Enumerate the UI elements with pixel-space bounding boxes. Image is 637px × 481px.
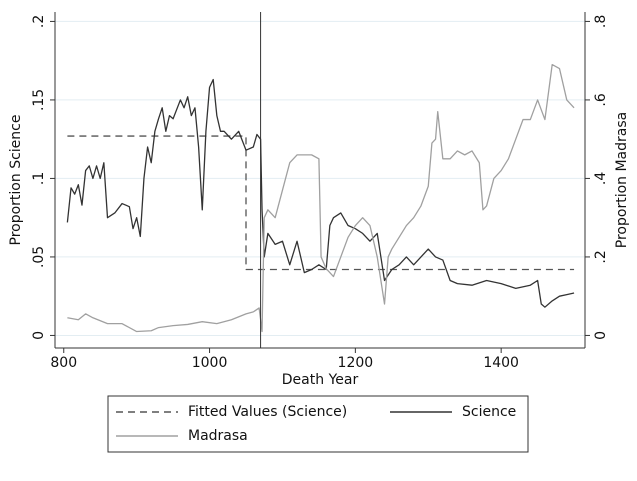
series-line: [66, 78, 575, 308]
y-tick-label: 0: [31, 331, 47, 340]
x-axis-label: Death Year: [282, 372, 359, 388]
y-tick-label: .1: [31, 172, 47, 185]
x-tick-label: 1400: [483, 355, 519, 371]
y2-tick-label: 0: [593, 331, 609, 340]
legend-box: [107, 395, 529, 453]
y2-tick-label: .2: [593, 250, 609, 263]
legend-label: Fitted Values (Science): [188, 404, 347, 420]
x-tick-label: 800: [50, 355, 77, 371]
legend-label: Madrasa: [188, 428, 248, 444]
y-axis-label: Proportion Science: [8, 115, 24, 246]
x-tick-label: 1000: [192, 355, 228, 371]
y-tick-label: .15: [31, 89, 47, 111]
series-line: [67, 135, 575, 271]
y2-tick-label: .4: [593, 172, 609, 185]
y2-tick-label: .8: [593, 15, 609, 28]
x-tick-label: 1200: [338, 355, 374, 371]
y-tick-label: .05: [31, 246, 47, 268]
y-tick-label: .2: [31, 15, 47, 28]
legend-label: Science: [462, 404, 516, 420]
series-line: [67, 63, 575, 333]
y2-tick-label: .6: [593, 93, 609, 106]
y2-axis-label: Proportion Madrasa: [614, 112, 630, 248]
